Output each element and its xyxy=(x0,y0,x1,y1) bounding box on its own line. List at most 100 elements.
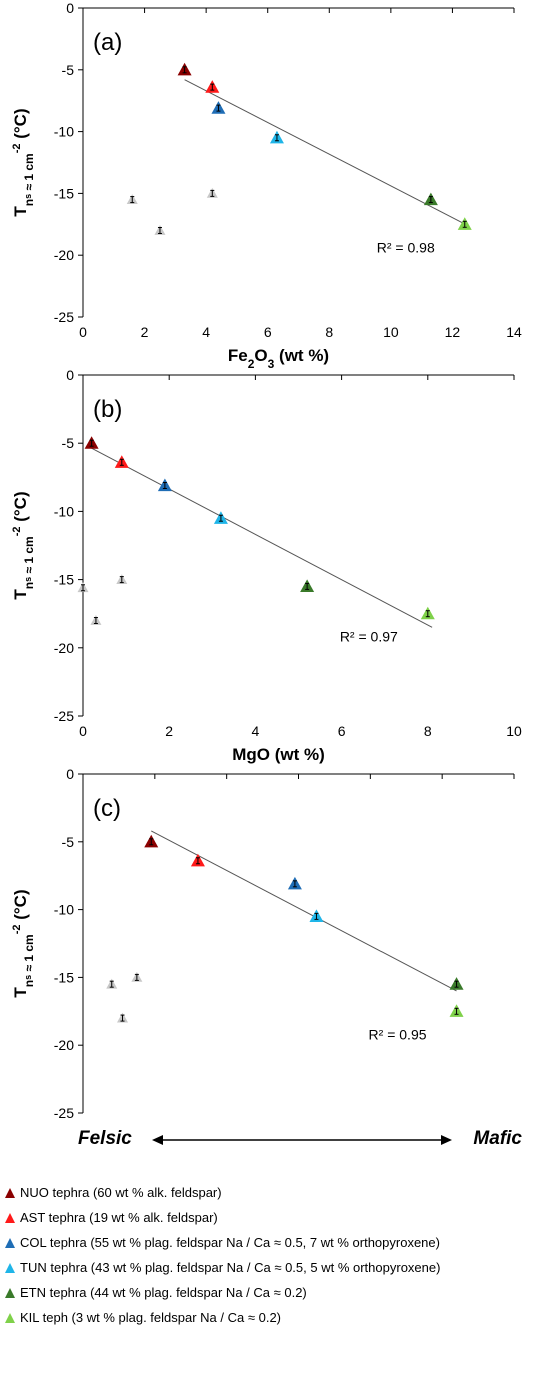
data-point xyxy=(157,478,172,492)
figure: 0 2 4 6 8 10 12 14 0 -5 -10 -15 -20 -25 Fe2O3 (wt %) Tn… xyxy=(11,0,522,1120)
x-tick-label: 14 xyxy=(506,324,522,340)
data-point xyxy=(77,582,89,593)
data-point xyxy=(449,1004,464,1017)
x-tick-label: 6 xyxy=(264,324,272,340)
x-tick-label: 10 xyxy=(383,324,399,340)
data-point xyxy=(206,187,218,198)
x-tick-label: 6 xyxy=(338,723,346,739)
trendline xyxy=(87,445,433,628)
x-tick-label: 2 xyxy=(141,324,149,340)
chart-panel: 0246810120-5-10-15-20-25CaO (wt %)Tns ≈ … xyxy=(11,766,515,1120)
y-tick-label: -5 xyxy=(62,435,75,451)
data-point xyxy=(126,194,138,204)
x-tick-label: 12 xyxy=(445,324,461,340)
y-axis-title: Tns ≈ 1 cm-2 (°C) xyxy=(11,108,36,216)
y-tick-label: -15 xyxy=(54,969,74,985)
legend-label: TUN tephra (43 wt % plag. feldspar Na / … xyxy=(20,1260,441,1275)
data-point xyxy=(117,1012,129,1023)
y-tick-label: -5 xyxy=(62,834,75,850)
data-point xyxy=(205,80,220,93)
data-point xyxy=(84,436,99,449)
y-tick-label: -5 xyxy=(62,62,75,78)
legend-item: KIL teph (3 wt % plag. feldspar Na / Ca … xyxy=(4,1305,534,1330)
felsic-label: Felsic xyxy=(78,1128,132,1149)
triangle-icon xyxy=(5,1262,15,1273)
r-squared-label: R² = 0.95 xyxy=(369,1026,427,1042)
x-tick-label: 0 xyxy=(79,723,87,739)
data-point xyxy=(106,978,118,989)
data-point xyxy=(420,606,435,620)
y-tick-label: -25 xyxy=(54,309,74,325)
mafic-label: Mafic xyxy=(473,1128,522,1149)
legend: NUO tephra (60 wt % alk. feldspar) AST t… xyxy=(4,1180,534,1330)
y-tick-label: -20 xyxy=(54,1037,74,1053)
panel-label: (b) xyxy=(93,396,122,423)
data-point xyxy=(177,62,192,76)
triangle-icon xyxy=(5,1212,15,1223)
x-tick-label: 0 xyxy=(79,324,87,340)
y-tick-label: -15 xyxy=(54,572,74,588)
r-squared-label: R² = 0.97 xyxy=(340,629,398,645)
triangle-icon xyxy=(5,1187,15,1198)
data-point xyxy=(90,615,102,625)
data-point xyxy=(423,192,438,206)
data-point xyxy=(457,217,472,230)
y-tick-label: -10 xyxy=(54,902,74,918)
data-point xyxy=(116,574,128,584)
x-tick-label: 8 xyxy=(424,723,432,739)
legend-item: COL tephra (55 wt % plag. feldspar Na / … xyxy=(4,1230,534,1255)
legend-label: KIL teph (3 wt % plag. feldspar Na / Ca … xyxy=(20,1310,282,1325)
data-point xyxy=(213,511,228,524)
panel-label: (a) xyxy=(93,29,122,56)
composition-axis: Felsic Mafic xyxy=(70,1128,522,1158)
legend-item: ETN tephra (44 wt % plag. feldspar Na / … xyxy=(4,1280,534,1305)
data-point xyxy=(269,130,284,144)
panel-label: (c) xyxy=(93,795,121,822)
legend-item: AST tephra (19 wt % alk. feldspar) xyxy=(4,1205,534,1230)
legend-label: ETN tephra (44 wt % plag. feldspar Na / … xyxy=(20,1285,307,1300)
data-point xyxy=(154,224,166,235)
chart-panel: 0 2 4 6 8 10 0 -5 -10 -15 -20 -25 MgO (wt %) Tns ≈ 1 … xyxy=(11,367,522,764)
triangle-icon xyxy=(5,1237,15,1248)
data-point xyxy=(190,853,205,867)
x-tick-label: 4 xyxy=(202,324,210,340)
data-point xyxy=(211,101,226,114)
x-tick-label: 4 xyxy=(252,723,260,739)
x-tick-label: 2 xyxy=(165,723,173,739)
legend-label: NUO tephra (60 wt % alk. feldspar) xyxy=(20,1185,222,1200)
data-point xyxy=(287,876,302,890)
legend-item: TUN tephra (43 wt % plag. feldspar Na / … xyxy=(4,1255,534,1280)
y-tick-label: 0 xyxy=(66,766,74,782)
y-tick-label: -25 xyxy=(54,1105,74,1120)
double-arrow-icon xyxy=(152,1135,452,1145)
data-point xyxy=(114,455,129,468)
legend-label: COL tephra (55 wt % plag. feldspar Na / … xyxy=(20,1235,440,1250)
trendline xyxy=(151,830,457,992)
data-point xyxy=(300,579,315,593)
y-tick-label: -15 xyxy=(54,185,74,201)
data-point xyxy=(309,909,324,922)
y-tick-label: 0 xyxy=(66,0,74,16)
y-tick-label: 0 xyxy=(66,367,74,383)
y-tick-label: -20 xyxy=(54,247,74,263)
y-tick-label: -10 xyxy=(54,503,74,519)
y-axis-title: Tns ≈ 1 cm-2 (°C) xyxy=(11,889,36,997)
y-axis-title: Tns ≈ 1 cm-2 (°C) xyxy=(11,491,36,599)
y-tick-label: -20 xyxy=(54,640,74,656)
data-point xyxy=(144,834,159,848)
y-tick-label: -25 xyxy=(54,708,74,724)
trendline xyxy=(184,79,469,226)
x-axis-title: Fe2O3 (wt %) xyxy=(228,346,329,371)
data-point xyxy=(131,971,143,982)
triangle-icon xyxy=(5,1312,15,1323)
x-tick-label: 10 xyxy=(506,723,522,739)
chart-panel: 0 2 4 6 8 10 12 14 0 -5 -10 -15 -20 -25 Fe2O3 (wt %) Tn… xyxy=(11,0,522,371)
triangle-icon xyxy=(5,1287,15,1298)
y-tick-label: -10 xyxy=(54,124,74,140)
legend-label: AST tephra (19 wt % alk. feldspar) xyxy=(20,1210,218,1225)
data-point xyxy=(449,977,464,990)
x-tick-label: 8 xyxy=(325,324,333,340)
legend-item: NUO tephra (60 wt % alk. feldspar) xyxy=(4,1180,534,1205)
x-axis-title: MgO (wt %) xyxy=(232,745,325,764)
r-squared-label: R² = 0.98 xyxy=(377,239,435,255)
